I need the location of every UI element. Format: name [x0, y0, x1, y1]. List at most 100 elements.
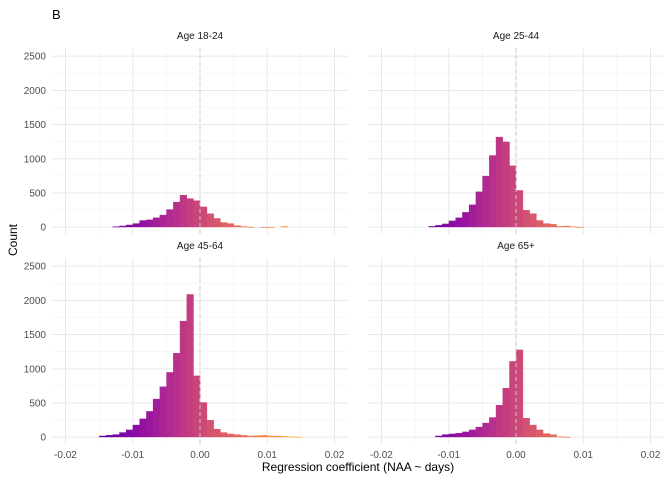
x-tick-label: 0.00: [190, 450, 210, 461]
x-tick-label: -0.01: [121, 450, 144, 461]
y-tick-label: 0: [40, 223, 46, 234]
histogram-bar: [200, 206, 208, 228]
histogram-bar: [475, 191, 483, 228]
histogram-bar: [220, 432, 228, 438]
histogram-bar: [502, 387, 510, 438]
histogram-bar: [529, 213, 537, 228]
histogram-bar: [233, 434, 241, 438]
histogram-bar: [166, 372, 174, 438]
x-tick-label: 0.00: [506, 450, 526, 461]
y-tick-label: 2000: [24, 86, 47, 97]
histogram-bar: [563, 225, 571, 228]
histogram-bar: [260, 435, 268, 438]
histogram-bar: [146, 411, 154, 438]
histogram-bar: [139, 220, 147, 228]
histogram-bar: [132, 223, 140, 228]
histogram-bar: [482, 175, 490, 228]
x-tick-label: -0.02: [370, 450, 393, 461]
histogram-bar: [105, 435, 113, 438]
histogram-bar: [442, 434, 450, 438]
histogram-bar: [522, 418, 530, 438]
x-tick-label: 0.02: [641, 450, 661, 461]
histogram-bar: [200, 402, 208, 438]
histogram-bar: [522, 210, 530, 228]
x-tick-label: -0.01: [437, 450, 460, 461]
histogram-bar: [536, 429, 544, 438]
histogram-bar: [502, 141, 510, 228]
histogram-bar: [179, 320, 187, 438]
histogram-bar: [509, 361, 517, 438]
histogram-bar: [455, 217, 463, 228]
histogram-bar: [179, 195, 187, 228]
x-tick-label: 0.02: [325, 450, 345, 461]
histogram-bar: [186, 294, 194, 438]
histogram-bar: [146, 219, 154, 228]
histogram-bar: [99, 435, 107, 438]
facet-title: Age 25-44: [493, 31, 540, 42]
histogram-bar: [193, 200, 201, 228]
histogram-bar: [280, 436, 288, 438]
histogram-bar: [206, 420, 214, 438]
histogram-bar: [112, 434, 120, 438]
y-axis-title: Count: [6, 223, 20, 256]
histogram-bar: [516, 190, 524, 228]
histogram-bar: [213, 428, 221, 438]
histogram-bar: [455, 433, 463, 438]
histogram-bar: [159, 386, 167, 438]
histogram-bar: [253, 435, 261, 438]
histogram-bar: [428, 226, 436, 228]
facet-panel: Age 25-44: [368, 31, 664, 234]
histogram-bar: [563, 436, 571, 438]
histogram-bar: [233, 225, 241, 228]
histogram-bar: [556, 436, 564, 438]
histogram-bar: [247, 226, 255, 228]
histogram-bar: [240, 435, 248, 438]
histogram-bar: [173, 353, 181, 438]
histogram-bar: [193, 375, 201, 438]
y-tick-label: 1500: [24, 330, 47, 341]
histogram-bar: [126, 224, 134, 228]
histogram-bar: [489, 417, 497, 438]
histogram-bar: [119, 225, 127, 228]
histogram-bar: [536, 220, 544, 228]
histogram-bar: [549, 434, 557, 438]
y-tick-label: 500: [29, 188, 46, 199]
facet-title: Age 18-24: [177, 31, 224, 42]
histogram-bar: [468, 429, 477, 438]
histogram-bar: [260, 226, 268, 228]
histogram-bar: [166, 209, 174, 228]
y-tick-label: 0: [40, 433, 46, 444]
histogram-bar: [173, 201, 181, 228]
histogram-bar: [112, 226, 120, 228]
y-tick-label: 2500: [24, 262, 47, 273]
histogram-bar: [126, 429, 134, 438]
histogram-bar: [267, 435, 275, 438]
y-tick-label: 1500: [24, 120, 47, 131]
histogram-bar: [152, 217, 161, 228]
facet-title: Age 65+: [497, 241, 535, 252]
histogram-bar: [468, 204, 477, 228]
x-tick-label: 0.01: [258, 450, 278, 461]
histogram-bar: [542, 223, 551, 228]
panel-tag: B: [52, 7, 61, 22]
histogram-bar: [448, 220, 456, 228]
histogram-bar: [529, 424, 537, 438]
histogram-bar: [267, 226, 275, 228]
histogram-bar: [213, 218, 221, 228]
facet-panel: Age 45-64 0 500 1000 1500 2000 2500 -0.02 -0.01 0…: [24, 241, 348, 461]
histogram-bar: [280, 226, 288, 228]
x-tick-label: -0.02: [54, 450, 77, 461]
histogram-bar: [462, 431, 470, 438]
histogram-bar: [226, 433, 235, 438]
histogram-bar: [435, 435, 443, 438]
facet-panel: Age 65+ -0.02 -0.01 0.00 0.01 0.02: [368, 241, 664, 461]
facet-panel: Age 18-24 0 500 1000 1500 2000 2500: [24, 31, 348, 234]
histogram-bar: [132, 424, 140, 438]
histogram-bar: [139, 418, 147, 438]
facet-title: Age 45-64: [177, 241, 224, 252]
y-tick-label: 1000: [24, 364, 47, 375]
histogram-bar: [119, 432, 127, 438]
histogram-bar: [274, 435, 282, 438]
histogram-bar: [475, 426, 483, 438]
histogram-bar: [576, 226, 584, 228]
